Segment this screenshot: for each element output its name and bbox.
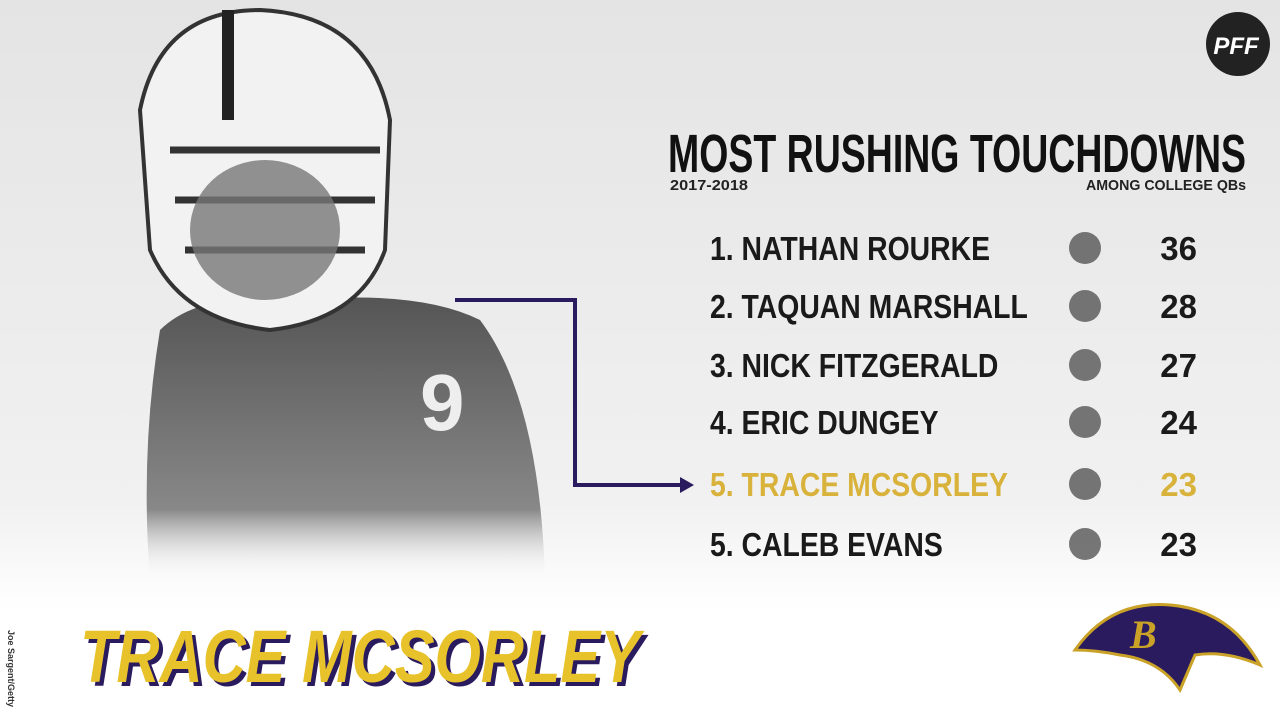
photo-credit: Joe Sargent/Getty [6,630,16,707]
player-name: 5. CALEB EVANS [710,526,943,564]
svg-text:B: B [1129,612,1157,657]
school-logo [1069,232,1101,264]
school-logo [1069,349,1101,381]
player-name: 5. TRACE MCSORLEY [710,466,1008,504]
player-photo: 9 [137,7,545,580]
player-name: 3. NICK FITZGERALD [710,347,998,385]
pff-logo-text: PFF [1213,33,1260,60]
school-logo [1069,468,1101,500]
connector [455,298,684,487]
touchdowns: 23 [1160,526,1197,563]
pff-logo [1206,12,1270,76]
touchdowns: 24 [1160,404,1197,441]
player-name: 1. NATHAN ROURKE [710,230,990,268]
touchdowns: 23 [1160,466,1197,503]
jersey-number: 9 [420,358,465,447]
period: 2017-2018 [670,177,748,194]
touchdowns: 36 [1160,230,1197,267]
touchdowns: 28 [1160,288,1197,325]
team-logo: B [1072,603,1264,694]
arrow-head [680,477,694,493]
ranking: 1. NATHAN ROURKE 36 2. TAQUAN MARSHALL 28 3.… [710,230,1198,564]
school-logo [1069,528,1101,560]
title: MOST RUSHING TOUCHDOWNS [668,124,1246,184]
player-name: 4. ERIC DUNGEY [710,404,939,442]
featured-shadow: TRACE MCSORLEY [84,619,649,702]
touchdowns: 27 [1160,347,1197,384]
school-logo [1069,406,1101,438]
school-logo [1069,290,1101,322]
scope: AMONG COLLEGE QBs [1086,177,1246,194]
featured-name: TRACE MCSORLEY [80,615,645,698]
player-name: 2. TAQUAN MARSHALL [710,288,1028,326]
